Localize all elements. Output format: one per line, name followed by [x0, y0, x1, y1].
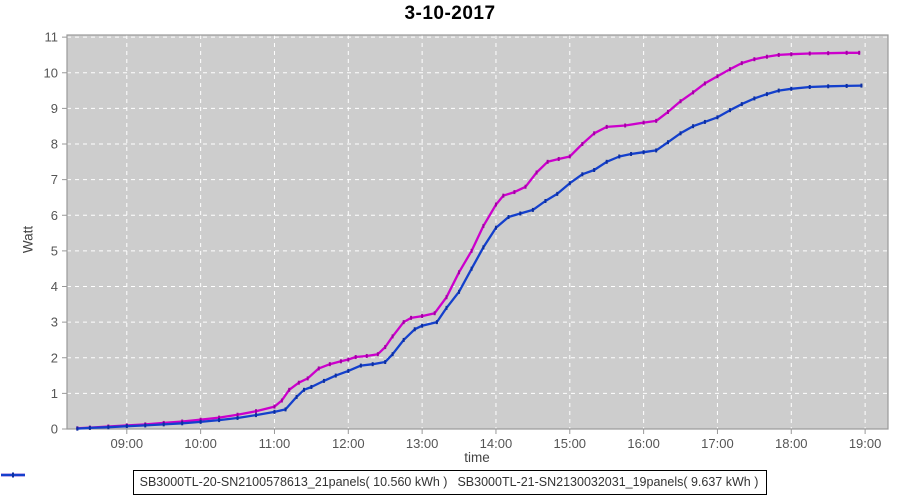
y-axis-label: Watt	[20, 225, 36, 254]
legend: SB3000TL-20-SN2100578613_21panels( 10.56…	[0, 470, 900, 495]
legend-line-sample-series2	[1, 472, 25, 478]
x-tick-label: 09:00	[111, 436, 144, 451]
plot-border	[66, 34, 889, 430]
y-tick-label: 8	[51, 137, 58, 152]
x-tick-label: 13:00	[406, 436, 439, 451]
y-tick-label: 5	[51, 243, 58, 258]
y-tick-label: 7	[51, 172, 58, 187]
legend-label-series2: SB3000TL-21-SN2130032031_19panels( 9.637…	[457, 475, 759, 489]
y-tick-label: 11	[45, 30, 59, 45]
y-tick-label: 9	[51, 101, 58, 116]
y-tick-label: 1	[51, 386, 58, 401]
y-tick-label: 10	[44, 65, 58, 80]
x-tick-label: 10:00	[184, 436, 217, 451]
series-line-2	[76, 84, 863, 430]
legend-item-series1: SB3000TL-20-SN2100578613_21panels( 10.56…	[1, 472, 448, 489]
x-tick-label: 14:00	[480, 436, 513, 451]
y-tick-label: 2	[51, 350, 58, 365]
x-tick-label: 18:00	[775, 436, 808, 451]
chart-title: 3-10-2017	[404, 3, 496, 24]
legend-label-series1: SB3000TL-20-SN2100578613_21panels( 10.56…	[139, 475, 448, 489]
x-tick-label: 17:00	[701, 436, 734, 451]
y-tick-label: 0	[51, 422, 58, 437]
legend-item-series2: SB3000TL-21-SN2130032031_19panels( 9.637…	[1, 472, 759, 489]
x-tick-label: 12:00	[332, 436, 365, 451]
x-tick-label: 11:00	[259, 436, 291, 451]
x-axis-label: time	[464, 450, 490, 465]
x-tick-label: 16:00	[627, 436, 660, 451]
x-tick-label: 15:00	[554, 436, 587, 451]
x-tick-label: 19:00	[849, 436, 882, 451]
y-tick-label: 3	[51, 315, 58, 330]
legend-box: SB3000TL-20-SN2100578613_21panels( 10.56…	[1, 470, 768, 495]
y-tick-label: 4	[51, 279, 58, 294]
y-tick-label: 6	[51, 208, 58, 223]
series-line-1	[76, 51, 861, 430]
